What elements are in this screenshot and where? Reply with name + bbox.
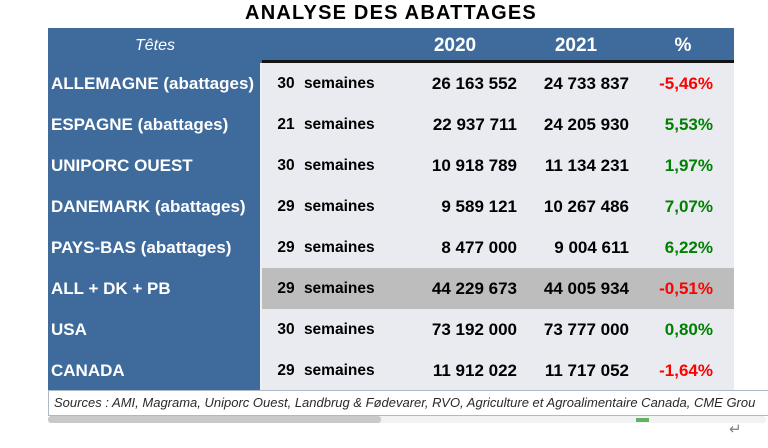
weeks-cell: 21 semaines	[262, 104, 390, 145]
value-2021-cell: 9 004 611	[520, 227, 632, 268]
weeks-cell: 30 semaines	[262, 145, 390, 186]
table-header-row: Têtes 2020 2021 %	[48, 28, 734, 63]
percent-cell: -5,46%	[632, 63, 734, 104]
percent-cell: 6,22%	[632, 227, 734, 268]
row-label-cell: USA	[48, 309, 262, 350]
percent-cell: 5,53%	[632, 104, 734, 145]
value-2021-cell: 11 134 231	[520, 145, 632, 186]
percent-cell: -1,64%	[632, 350, 734, 391]
row-label-cell: ALL + DK + PB	[48, 268, 262, 309]
value-2020-cell: 22 937 711	[390, 104, 520, 145]
green-marker-dash	[636, 418, 649, 422]
column-header-percent: %	[674, 34, 692, 56]
value-2021-cell: 24 733 837	[520, 63, 632, 104]
weeks-cell: 30 semaines	[262, 309, 390, 350]
column-header-tetes: Têtes	[134, 36, 175, 54]
page-title: ANALYSE DES ABATTAGES	[245, 2, 537, 24]
row-label-cell: ALLEMAGNE (abattages)	[48, 63, 262, 104]
value-2020-cell: 73 192 000	[390, 309, 520, 350]
column-header-2020: 2020	[433, 34, 477, 56]
percent-cell: 0,80%	[632, 309, 734, 350]
table-row: DANEMARK (abattages) 29 semaines 9 589 121…	[48, 186, 734, 227]
sources-note: Sources : AMI, Magrama, Uniporc Ouest, L…	[48, 390, 768, 416]
percent-cell: -0,51%	[632, 268, 734, 309]
weeks-cell: 30 semaines	[262, 63, 390, 104]
scrollbar-thumb[interactable]	[48, 416, 381, 423]
value-2020-cell: 44 229 673	[390, 268, 520, 309]
value-2021-cell: 24 205 930	[520, 104, 632, 145]
row-label-cell: ESPAGNE (abattages)	[48, 104, 262, 145]
row-label-cell: CANADA	[48, 350, 262, 391]
value-2021-cell: 73 777 000	[520, 309, 632, 350]
table-row: ALL + DK + PB 29 semaines 44 229 673 44 005…	[48, 268, 734, 309]
value-2021-cell: 10 267 486	[520, 186, 632, 227]
table-row: CANADA 29 semaines 11 912 022 11 717 052 -1,…	[48, 350, 734, 391]
percent-cell: 1,97%	[632, 145, 734, 186]
weeks-cell: 29 semaines	[262, 186, 390, 227]
table-row: PAYS-BAS (abattages) 29 semaines 8 477 000…	[48, 227, 734, 268]
weeks-cell: 29 semaines	[262, 350, 390, 391]
table-row: USA 30 semaines 73 192 000 73 777 000 0,80%	[48, 309, 734, 350]
horizontal-scrollbar[interactable]	[48, 416, 766, 423]
value-2021-cell: 11 717 052	[520, 350, 632, 391]
value-2020-cell: 8 477 000	[390, 227, 520, 268]
value-2021-cell: 44 005 934	[520, 268, 632, 309]
weeks-cell: 29 semaines	[262, 268, 390, 309]
paragraph-return-mark: ↵	[729, 421, 742, 438]
table-row: ESPAGNE (abattages) 21 semaines 22 937 711…	[48, 104, 734, 145]
percent-cell: 7,07%	[632, 186, 734, 227]
row-label-cell: UNIPORC OUEST	[48, 145, 262, 186]
value-2020-cell: 10 918 789	[390, 145, 520, 186]
table-row: ALLEMAGNE (abattages) 30 semaines 26 163 5…	[48, 63, 734, 104]
row-label-cell: DANEMARK (abattages)	[48, 186, 262, 227]
header-divider-line	[262, 60, 734, 63]
slaughter-analysis-table: Têtes 2020 2021 % ALLEMAGNE (abattages) 3…	[48, 28, 734, 391]
row-label-cell: PAYS-BAS (abattages)	[48, 227, 262, 268]
column-header-spacer	[262, 28, 390, 63]
value-2020-cell: 11 912 022	[390, 350, 520, 391]
table-row: UNIPORC OUEST 30 semaines 10 918 789 11 134…	[48, 145, 734, 186]
value-2020-cell: 26 163 552	[390, 63, 520, 104]
table-body: ALLEMAGNE (abattages) 30 semaines 26 163 5…	[48, 63, 734, 391]
weeks-cell: 29 semaines	[262, 227, 390, 268]
value-2020-cell: 9 589 121	[390, 186, 520, 227]
column-header-2021: 2021	[554, 34, 598, 56]
